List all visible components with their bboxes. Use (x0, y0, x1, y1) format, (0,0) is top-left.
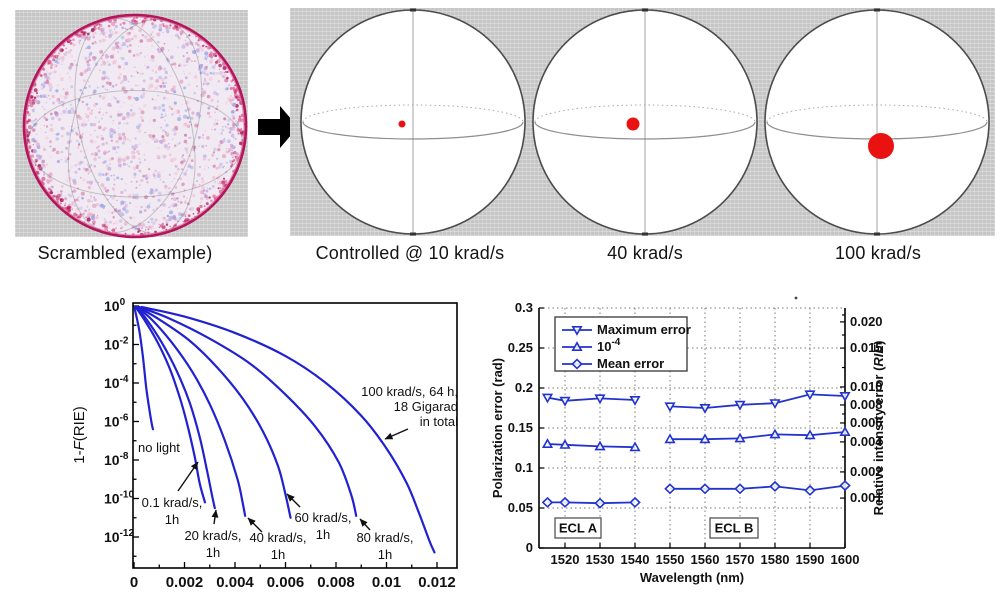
svg-text:40 krad/s,: 40 krad/s, (249, 530, 306, 545)
svg-text:10-4: 10-4 (597, 337, 621, 354)
svg-text:Mean error: Mean error (597, 356, 664, 371)
poincare-sphere-1 (300, 8, 526, 236)
svg-text:1570: 1570 (726, 552, 755, 567)
svg-text:0.002: 0.002 (166, 574, 204, 591)
sphere-caption-3: 100 krad/s (834, 243, 922, 263)
sphere-caption-1: Controlled @ 10 krad/s (315, 243, 505, 263)
svg-text:no light: no light (138, 440, 180, 455)
svg-text:ECL B: ECL B (715, 521, 754, 536)
plot-box (132, 302, 458, 569)
sop-dot-2 (626, 117, 640, 131)
svg-text:1550: 1550 (656, 552, 685, 567)
svg-text:0.020: 0.020 (850, 314, 883, 329)
svg-text:10-4: 10-4 (104, 374, 129, 391)
wavelength-error-chart: 1520 1530 1540 1550 1560 1570 1580 1590 1600 0 0.0… (490, 296, 886, 585)
svg-text:0.008: 0.008 (317, 574, 355, 591)
svg-text:0.002: 0.002 (850, 464, 883, 479)
svg-text:100 krad/s, 64 h,: 100 krad/s, 64 h, (361, 384, 458, 399)
svg-text:0.004: 0.004 (216, 574, 254, 591)
scrambled-caption: Scrambled (example) (37, 243, 213, 263)
svg-text:10-10: 10-10 (104, 490, 134, 507)
sop-dot-1 (398, 120, 406, 128)
svg-text:0.012: 0.012 (418, 574, 456, 591)
svg-text:Maximum error: Maximum error (597, 322, 691, 337)
series-10-4 (541, 426, 851, 452)
svg-text:0.006: 0.006 (850, 415, 883, 430)
svg-text:0.3: 0.3 (515, 300, 533, 315)
poincare-sphere-2 (532, 8, 758, 236)
svg-text:0.05: 0.05 (508, 500, 533, 515)
svg-text:in total: in total (420, 414, 458, 429)
svg-text:1h: 1h (206, 545, 220, 560)
svg-text:0: 0 (130, 574, 138, 591)
svg-text:80 krad/s,: 80 krad/s, (356, 530, 413, 545)
curve-no-light (133, 306, 155, 431)
svg-text:0.008: 0.008 (850, 397, 883, 412)
scrambled-dots (24, 14, 248, 237)
svg-text:0.1: 0.1 (515, 460, 533, 475)
svg-text:0.010: 0.010 (850, 379, 883, 394)
svg-text:18 Gigarad: 18 Gigarad (394, 399, 458, 414)
svg-text:10-2: 10-2 (104, 336, 129, 353)
svg-text:ECL A: ECL A (559, 521, 598, 536)
rie-cdf-chart: 0 0.002 0.004 0.006 0.008 0.01 0.012 100 10-2 10-… (71, 297, 458, 591)
scrambled-sphere (22, 13, 248, 239)
svg-text:0.2: 0.2 (515, 380, 533, 395)
group-label-2: ECL B (709, 517, 759, 539)
curve-0-1-krad-s-1h (134, 305, 207, 504)
svg-text:100: 100 (104, 297, 126, 314)
svg-text:0.004: 0.004 (850, 434, 883, 449)
svg-text:1h: 1h (271, 547, 285, 562)
axis-ticks (133, 305, 438, 568)
svg-text:1530: 1530 (586, 552, 615, 567)
svg-text:1600: 1600 (831, 552, 860, 567)
svg-text:0.25: 0.25 (508, 340, 533, 355)
svg-text:0.1 krad/s,: 0.1 krad/s, (142, 495, 203, 510)
svg-text:0.15: 0.15 (508, 420, 533, 435)
right-chart-xlabel: Wavelength (nm) (640, 570, 744, 585)
svg-text:10-8: 10-8 (104, 451, 129, 468)
ticks (539, 307, 846, 549)
curve-100-krad-s-64-h-18-gigarad-in-total (140, 305, 436, 554)
curve-80-krad-s-1h (137, 305, 358, 517)
right-chart-ylabel-left: Polarization error (rad) (490, 358, 505, 498)
curve-40-krad-s-1h (135, 305, 247, 517)
series-maximum-error (541, 390, 851, 414)
annotations: no light 0.1 krad/s, 1h 20 krad/s, 1h 40 krad… (138, 384, 458, 562)
controlled-spheres (300, 8, 990, 236)
svg-text:20 krad/s,: 20 krad/s, (184, 528, 241, 543)
curve-60-krad-s-1h (136, 305, 292, 519)
svg-text:1520: 1520 (551, 552, 580, 567)
svg-text:60 krad/s,: 60 krad/s, (294, 510, 351, 525)
svg-text:1h: 1h (378, 547, 392, 562)
poincare-sphere-3 (764, 8, 990, 236)
series-mean-error (541, 480, 851, 509)
sphere-caption-2: 40 krad/s (607, 243, 683, 263)
svg-text:0: 0 (526, 540, 533, 555)
left-chart-ylabel: 1-F(RIE) (71, 406, 88, 464)
svg-text:1580: 1580 (761, 552, 790, 567)
svg-text:0.001: 0.001 (850, 490, 883, 505)
curve-20-krad-s-1h (134, 305, 216, 510)
svg-text:1h: 1h (316, 527, 330, 542)
svg-text:10-12: 10-12 (104, 528, 134, 545)
curves (133, 305, 436, 554)
svg-text:10-6: 10-6 (104, 413, 129, 430)
right-chart-ylabel-right: Relative intensity error (RIE) (871, 341, 886, 516)
svg-text:1560: 1560 (691, 552, 720, 567)
svg-text:1540: 1540 (621, 552, 650, 567)
svg-text:0.015: 0.015 (850, 340, 883, 355)
sop-dot-3 (868, 133, 894, 159)
svg-text:1590: 1590 (796, 552, 825, 567)
group-label-1: ECL A (554, 517, 602, 539)
svg-text:0.01: 0.01 (372, 574, 401, 591)
stray-dot (794, 296, 798, 300)
svg-text:0.006: 0.006 (267, 574, 305, 591)
flow-arrow-icon (258, 106, 298, 148)
svg-text:1h: 1h (165, 512, 179, 527)
